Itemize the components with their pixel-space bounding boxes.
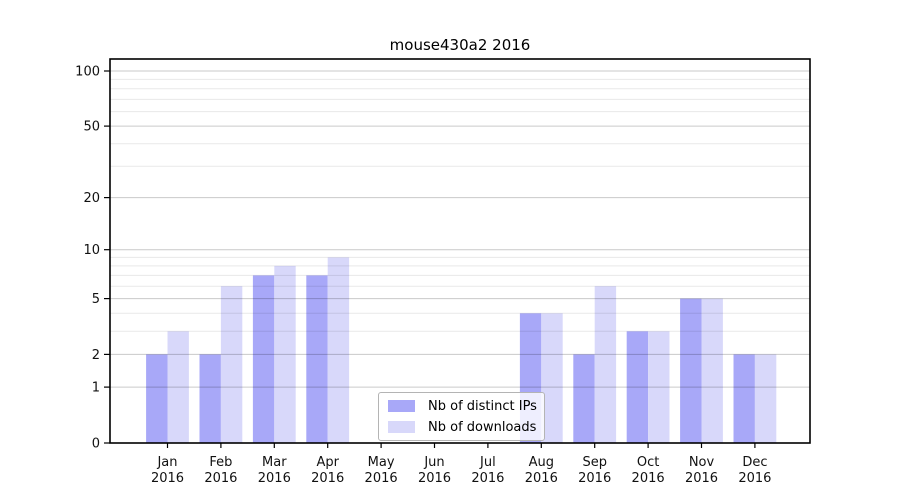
- plot-border: [109, 58, 811, 444]
- x-tick-label: Aug 2016: [525, 455, 558, 486]
- y-tick-label: 1: [92, 381, 100, 396]
- chart-title: mouse430a2 2016: [389, 36, 531, 54]
- legend: Nb of distinct IPs Nb of downloads: [378, 392, 545, 441]
- bar-downloads-dec: [754, 354, 777, 443]
- legend-swatch-downloads: [388, 421, 415, 433]
- y-tick-label: 100: [75, 65, 100, 80]
- x-tick-label: Feb 2016: [204, 455, 237, 486]
- y-tick-label: 10: [83, 243, 100, 258]
- bar-distinct-ips-nov: [680, 298, 702, 443]
- legend-label-distinct-ips: Nb of distinct IPs: [428, 398, 537, 414]
- x-tick-label: Oct 2016: [632, 455, 665, 486]
- bar-downloads-apr: [327, 257, 350, 443]
- bar-downloads-mar: [274, 265, 296, 443]
- x-tick-label: Apr 2016: [311, 455, 344, 486]
- bar-downloads-feb: [220, 286, 243, 443]
- bar-distinct-ips-jan: [146, 354, 168, 443]
- bar-distinct-ips-dec: [733, 354, 755, 443]
- bar-downloads-oct: [648, 331, 670, 443]
- x-tick-label: Jan 2016: [151, 455, 184, 486]
- x-tick-label: Nov 2016: [685, 455, 718, 486]
- x-tick-label: Sep 2016: [578, 455, 611, 486]
- bar-downloads-sep: [594, 286, 617, 443]
- legend-item-distinct-ips: Nb of distinct IPs: [388, 397, 537, 415]
- x-tick-label: May 2016: [365, 455, 398, 486]
- bar-downloads-aug: [541, 313, 563, 443]
- legend-item-downloads: Nb of downloads: [388, 418, 537, 436]
- x-tick-label: Dec 2016: [738, 455, 771, 486]
- y-tick-label: 20: [83, 191, 100, 206]
- x-tick-label: Jul 2016: [471, 455, 504, 486]
- bar-downloads-jan: [167, 331, 189, 443]
- legend-label-downloads: Nb of downloads: [428, 419, 537, 435]
- y-tick-label: 2: [92, 348, 100, 363]
- x-tick-label: Mar 2016: [258, 455, 291, 486]
- bar-distinct-ips-sep: [573, 354, 595, 443]
- y-tick-label: 0: [92, 437, 100, 452]
- bar-distinct-ips-mar: [252, 275, 275, 443]
- bar-distinct-ips-oct: [626, 331, 649, 443]
- bar-distinct-ips-apr: [306, 275, 328, 443]
- x-tick-label: Jun 2016: [418, 455, 451, 486]
- legend-swatch-distinct-ips: [388, 400, 415, 412]
- y-tick-label: 5: [92, 292, 100, 307]
- y-tick-label: 50: [83, 120, 100, 135]
- bar-downloads-nov: [701, 298, 723, 443]
- bar-distinct-ips-feb: [199, 354, 221, 443]
